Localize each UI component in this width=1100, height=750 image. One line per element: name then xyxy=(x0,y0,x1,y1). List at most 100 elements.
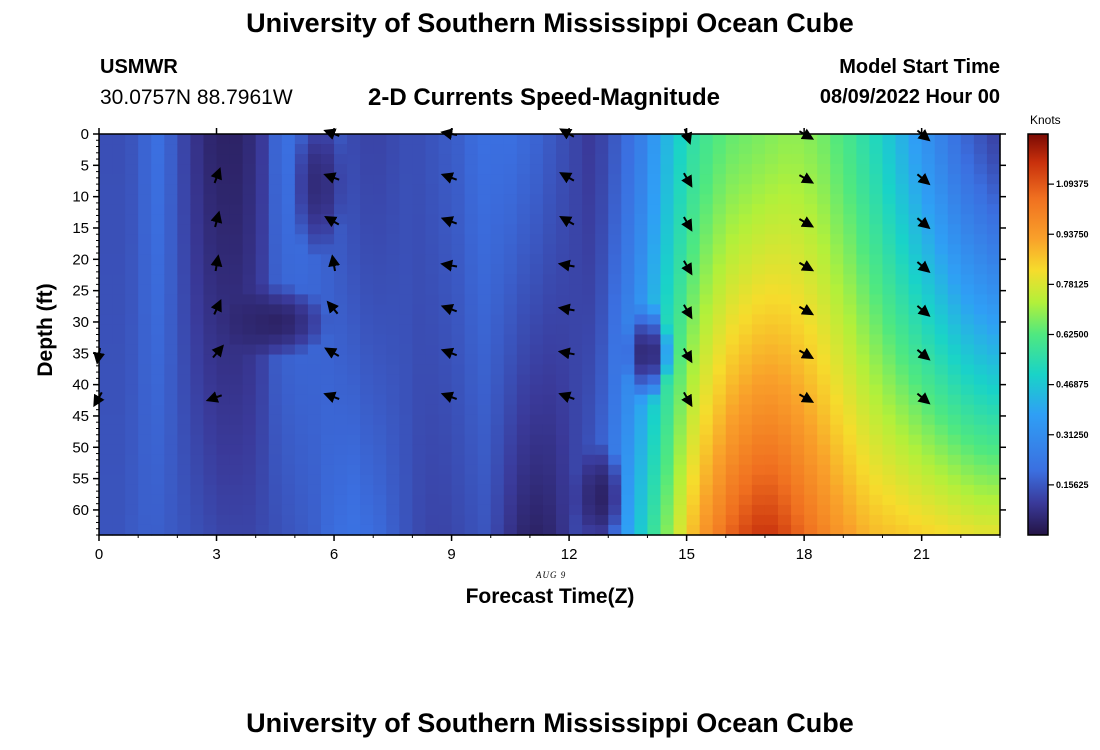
current-arrow xyxy=(681,172,693,188)
heatmap-cell xyxy=(634,284,649,295)
heatmap-cell xyxy=(817,284,831,295)
heatmap-cell xyxy=(125,424,139,436)
heatmap-cell xyxy=(334,504,348,516)
heatmap-cell xyxy=(438,194,453,205)
heatmap-cell xyxy=(843,424,857,436)
heatmap-cell xyxy=(229,304,244,316)
heatmap-cell xyxy=(843,444,857,456)
heatmap-cell xyxy=(216,224,231,235)
heatmap-cell xyxy=(503,294,518,306)
heatmap-cell xyxy=(425,284,440,295)
heatmap-cell xyxy=(621,174,635,185)
heatmap-cell xyxy=(347,364,361,376)
heatmap-cell xyxy=(856,434,871,446)
heatmap-cell xyxy=(856,324,871,336)
heatmap-cell xyxy=(673,404,688,416)
heatmap-cell xyxy=(164,184,178,195)
heatmap-cell xyxy=(451,384,466,396)
heatmap-cell xyxy=(804,234,818,245)
heatmap-cell xyxy=(307,374,322,386)
heatmap-cell xyxy=(869,484,884,496)
heatmap-cell xyxy=(294,414,309,426)
heatmap-cell xyxy=(673,374,688,386)
heatmap-cell xyxy=(386,234,400,245)
heatmap-cell xyxy=(307,524,322,536)
heatmap-cell xyxy=(699,194,714,205)
heatmap-cell xyxy=(516,384,531,396)
heatmap-cell xyxy=(529,344,544,356)
heatmap-cell xyxy=(817,344,831,356)
heatmap-cell xyxy=(556,234,570,245)
heatmap-cell xyxy=(556,294,570,306)
heatmap-cell xyxy=(412,334,427,346)
heatmap-cell xyxy=(425,454,440,466)
heatmap-cell xyxy=(412,294,427,306)
heatmap-cell xyxy=(882,174,897,185)
heatmap-cell xyxy=(725,434,740,446)
heatmap-cell xyxy=(334,314,348,326)
heatmap-cell xyxy=(856,474,871,486)
x-axis-ticks: 0 3 6 9 12 15 18 21 xyxy=(95,128,1001,563)
heatmap-cell xyxy=(673,484,688,496)
heatmap-cell xyxy=(503,484,518,496)
heatmap-cell xyxy=(386,484,400,496)
heatmap-cell xyxy=(151,524,165,536)
heatmap-cell xyxy=(856,254,871,265)
heatmap-cell xyxy=(830,454,844,466)
heatmap-cell xyxy=(582,284,596,295)
heatmap-cell xyxy=(373,204,387,215)
heatmap-cell xyxy=(764,384,779,396)
heatmap-cell xyxy=(595,454,609,466)
heatmap-cell xyxy=(738,134,753,145)
heatmap-cell xyxy=(112,464,126,476)
heatmap-cell xyxy=(934,204,949,215)
heatmap-cell xyxy=(203,264,218,275)
heatmap-cell xyxy=(908,224,923,235)
heatmap-cell xyxy=(712,284,727,295)
heatmap-cell xyxy=(986,274,1001,285)
heatmap-cell xyxy=(921,234,936,245)
heatmap-cell xyxy=(216,144,231,155)
heatmap-cell xyxy=(791,174,805,185)
heatmap-cell xyxy=(438,174,453,185)
heatmap-cell xyxy=(986,514,1001,526)
heatmap-cell xyxy=(360,274,374,285)
heatmap-cell xyxy=(830,484,844,496)
heatmap-cell xyxy=(882,304,897,316)
heatmap-cell xyxy=(947,444,962,456)
heatmap-cell xyxy=(608,174,622,185)
heatmap-cell xyxy=(125,194,139,205)
heatmap-cell xyxy=(908,134,923,145)
heatmap-cell xyxy=(425,234,440,245)
heatmap-cell xyxy=(699,484,714,496)
heatmap-cell xyxy=(451,284,466,295)
heatmap-cell xyxy=(751,274,766,285)
heatmap-cell xyxy=(569,144,583,155)
heatmap-cell xyxy=(112,504,126,516)
heatmap-cell xyxy=(320,284,335,295)
heatmap-cell xyxy=(360,374,374,386)
heatmap-cell xyxy=(112,524,126,536)
heatmap-cell xyxy=(647,314,662,326)
heatmap-cell xyxy=(582,304,596,316)
heatmap-cell xyxy=(281,434,296,446)
heatmap-cell xyxy=(347,174,361,185)
heatmap-cell xyxy=(229,444,244,456)
heatmap-cell xyxy=(608,354,622,366)
heatmap-cell xyxy=(464,504,479,516)
heatmap-cell xyxy=(582,194,596,205)
heatmap-cell xyxy=(386,334,400,346)
heatmap-cell xyxy=(804,454,818,466)
heatmap-cell xyxy=(542,284,557,295)
heatmap-cell xyxy=(477,414,492,426)
heatmap-cell xyxy=(686,204,701,215)
heatmap-cell xyxy=(177,374,192,386)
heatmap-cell xyxy=(569,304,583,316)
heatmap-cell xyxy=(947,294,962,306)
heatmap-cell xyxy=(556,454,570,466)
heatmap-cell xyxy=(738,234,753,245)
heatmap-cell xyxy=(242,134,257,145)
heatmap-cell xyxy=(229,174,244,185)
heatmap-cell xyxy=(608,404,622,416)
heatmap-cell xyxy=(203,344,218,356)
